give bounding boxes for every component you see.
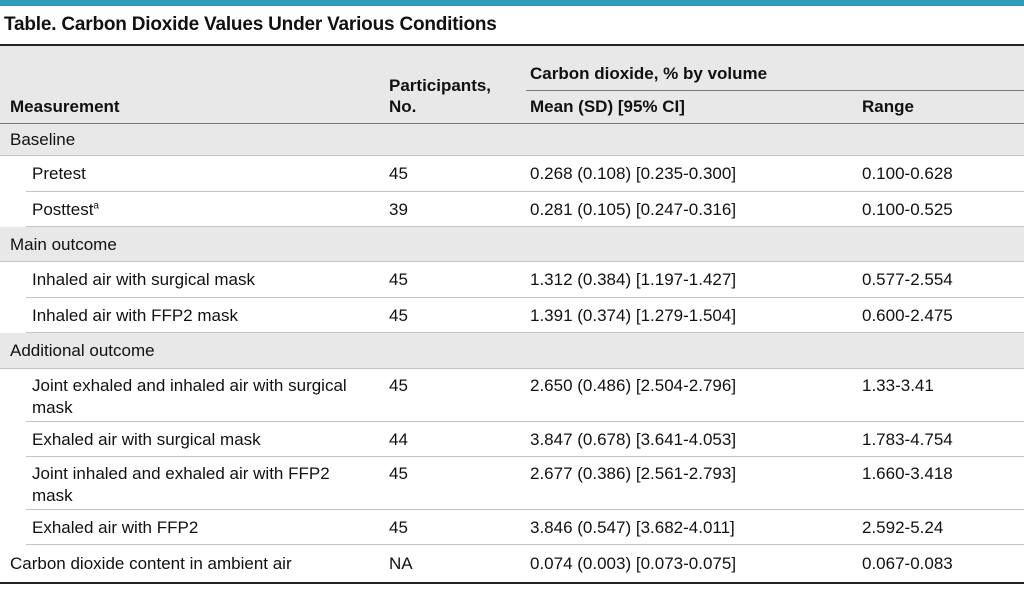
cell-mean-sd-ci: 1.391 (0.374) [1.279-1.504]: [530, 306, 737, 325]
cell-participants: 45: [389, 306, 408, 325]
cell-measurement: Carbon dioxide content in ambient air: [10, 553, 292, 575]
table-section-row: Main outcome: [0, 227, 1024, 262]
cell-mean-sd-ci: 0.268 (0.108) [0.235-0.300]: [530, 164, 737, 183]
cell-range: 2.592-5.24: [862, 518, 944, 537]
cell-measurement: Baseline: [10, 129, 75, 151]
top-accent-rule: [0, 0, 1024, 6]
cell-range: 0.577-2.554: [862, 270, 953, 289]
table-section-row: Baseline: [0, 124, 1024, 156]
cell-measurement: Joint exhaled and inhaled air with surgi…: [32, 375, 362, 419]
measurement-label: Baseline: [10, 130, 76, 149]
row-divider: [26, 509, 1024, 510]
cell-measurement: Posttesta: [32, 199, 362, 221]
bottom-rule: [0, 582, 1024, 584]
header-rule: [0, 123, 1024, 124]
cell-range: 0.100-0.628: [862, 164, 953, 183]
row-divider: [26, 332, 1024, 333]
table-row: Posttesta 39 0.281 (0.105) [0.247-0.316] 0.…: [0, 192, 1024, 227]
table-row: Exhaled air with FFP2 45 3.846 (0.547) [3.…: [0, 510, 1024, 545]
cell-mean-sd-ci: 3.846 (0.547) [3.682-4.011]: [530, 518, 735, 537]
header-co2-group: Carbon dioxide, % by volume: [530, 64, 768, 83]
measurement-label: Posttest: [32, 200, 94, 219]
row-divider: [26, 456, 1024, 457]
table-title: Table. Carbon Dioxide Values Under Vario…: [4, 14, 497, 35]
cell-mean-sd-ci: 2.677 (0.386) [2.561-2.793]: [530, 464, 737, 483]
cell-range: 0.100-0.525: [862, 200, 953, 219]
measurement-label: Inhaled air with surgical mask: [32, 270, 255, 289]
header-mean-sd-ci: Mean (SD) [95% CI]: [530, 97, 685, 116]
measurement-label: Exhaled air with FFP2: [32, 518, 199, 537]
row-divider: [0, 155, 1024, 156]
row-divider: [26, 191, 1024, 192]
row-divider: [0, 368, 1024, 369]
row-divider: [26, 226, 1024, 227]
measurement-label: Exhaled air with surgical mask: [32, 430, 261, 449]
footnote-marker: a: [93, 200, 99, 212]
table-section-row: Additional outcome: [0, 333, 1024, 369]
measurement-label: Additional outcome: [10, 341, 155, 360]
header-participants-line1: Participants,: [389, 76, 492, 95]
title-rule: [0, 44, 1024, 46]
cell-participants: 39: [389, 200, 408, 219]
table-header: [0, 46, 1024, 124]
cell-range: 1.783-4.754: [862, 430, 953, 449]
cell-participants: 45: [389, 164, 408, 183]
table-row: Exhaled air with surgical mask 44 3.847 (0…: [0, 422, 1024, 457]
cell-measurement: Main outcome: [10, 234, 117, 256]
cell-range: 1.660-3.418: [862, 464, 953, 483]
header-range: Range: [862, 97, 914, 116]
measurement-label: Main outcome: [10, 235, 117, 254]
cell-mean-sd-ci: 0.281 (0.105) [0.247-0.316]: [530, 200, 737, 219]
header-measurement: Measurement: [10, 97, 120, 116]
cell-measurement: Pretest: [32, 163, 362, 185]
cell-participants: 44: [389, 430, 408, 449]
cell-range: 0.600-2.475: [862, 306, 953, 325]
cell-measurement: Exhaled air with FFP2: [32, 517, 362, 539]
cell-mean-sd-ci: 1.312 (0.384) [1.197-1.427]: [530, 270, 737, 289]
co2-group-rule: [526, 90, 1024, 91]
row-divider: [26, 297, 1024, 298]
measurement-label: Pretest: [32, 164, 86, 183]
cell-mean-sd-ci: 0.074 (0.003) [0.073-0.075]: [530, 554, 737, 573]
cell-measurement: Additional outcome: [10, 340, 155, 362]
measurement-label: Carbon dioxide content in ambient air: [10, 554, 292, 573]
table-row: Joint exhaled and inhaled air with surgi…: [0, 369, 1024, 422]
table-row: Inhaled air with surgical mask 45 1.312 (0…: [0, 262, 1024, 298]
table-row: Pretest 45 0.268 (0.108) [0.235-0.300] 0.10…: [0, 156, 1024, 192]
cell-mean-sd-ci: 3.847 (0.678) [3.641-4.053]: [530, 430, 737, 449]
cell-participants: NA: [389, 554, 413, 573]
measurement-label: Inhaled air with FFP2 mask: [32, 306, 238, 325]
table-row: Carbon dioxide content in ambient air NA 0…: [0, 545, 1024, 582]
row-divider: [26, 421, 1024, 422]
cell-participants: 45: [389, 518, 408, 537]
row-divider: [26, 544, 1024, 545]
cell-range: 0.067-0.083: [862, 554, 953, 573]
measurement-label: Joint exhaled and inhaled air with surgi…: [32, 376, 347, 417]
cell-range: 1.33-3.41: [862, 376, 934, 395]
measurement-label: Joint inhaled and exhaled air with FFP2 …: [32, 464, 330, 505]
cell-measurement: Inhaled air with FFP2 mask: [32, 305, 362, 327]
table-row: Inhaled air with FFP2 mask 45 1.391 (0.374…: [0, 298, 1024, 333]
table-row: Joint inhaled and exhaled air with FFP2 …: [0, 457, 1024, 510]
header-participants-line2: No.: [389, 97, 417, 116]
cell-participants: 45: [389, 464, 408, 483]
cell-measurement: Inhaled air with surgical mask: [32, 269, 362, 291]
row-divider: [0, 261, 1024, 262]
cell-measurement: Joint inhaled and exhaled air with FFP2 …: [32, 463, 362, 507]
cell-measurement: Exhaled air with surgical mask: [32, 429, 362, 451]
cell-mean-sd-ci: 2.650 (0.486) [2.504-2.796]: [530, 376, 737, 395]
cell-participants: 45: [389, 270, 408, 289]
cell-participants: 45: [389, 376, 408, 395]
